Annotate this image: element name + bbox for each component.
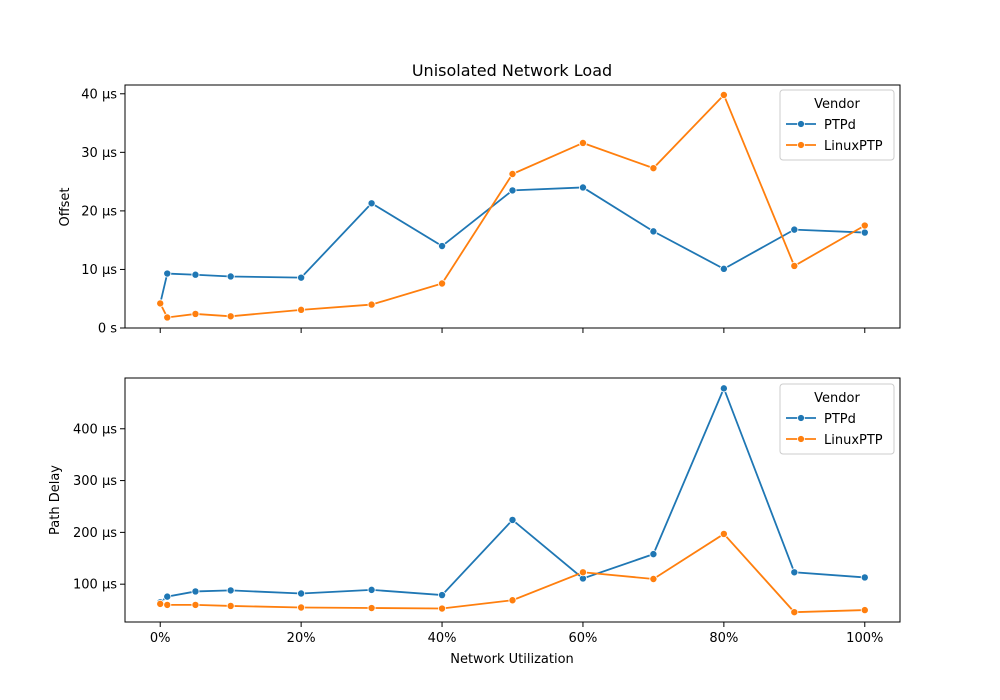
path-delay-linuxptp-point bbox=[719, 529, 728, 538]
path-delay-ptpd-point bbox=[508, 515, 517, 524]
offset-legend-ptpd-label: PTPd bbox=[824, 118, 856, 133]
path-delay-linuxptp-point bbox=[649, 575, 658, 584]
offset-ptpd-point bbox=[860, 228, 869, 237]
chart-title: Unisolated Network Load bbox=[412, 61, 612, 80]
offset-ptpd-point bbox=[191, 270, 200, 279]
path-delay-ptpd-point bbox=[191, 587, 200, 596]
path-delay-ptpd-point bbox=[367, 585, 376, 594]
offset-y-axis-label: Offset bbox=[58, 187, 73, 226]
path-delay-legend-ptpd-marker bbox=[797, 414, 805, 422]
offset-ptpd-point bbox=[367, 199, 376, 208]
offset-linuxptp-point bbox=[226, 312, 235, 321]
path-delay-x-tick-label: 80% bbox=[709, 631, 738, 646]
path-delay-ptpd-point bbox=[860, 573, 869, 582]
path-delay-ptpd-point bbox=[226, 586, 235, 595]
path-delay-ptpd-point bbox=[719, 384, 728, 393]
path-delay-y-tick-label: 100 µs bbox=[73, 578, 117, 593]
path-delay-chart: Path Delay Network Utilization 0% 20% 40% 6… bbox=[48, 377, 901, 667]
offset-ptpd-point bbox=[163, 269, 172, 278]
offset-y-tick-label: 0 s bbox=[98, 322, 117, 337]
offset-ptpd-point bbox=[226, 272, 235, 281]
path-delay-legend: Vendor PTPd LinuxPTP bbox=[779, 383, 895, 455]
offset-ptpd-point bbox=[508, 186, 517, 195]
offset-linuxptp-point bbox=[719, 90, 728, 99]
path-delay-legend-linuxptp-label: LinuxPTP bbox=[824, 433, 883, 448]
offset-axis-ticks: 0 s 10 µs 20 µs 30 µs 40 µs bbox=[81, 87, 866, 337]
path-delay-x-tick-label: 60% bbox=[569, 631, 598, 646]
offset-y-tick-label: 10 µs bbox=[81, 263, 117, 278]
path-delay-linuxptp-point bbox=[163, 600, 172, 609]
path-delay-linuxptp-point bbox=[860, 606, 869, 615]
path-delay-legend-linuxptp-marker bbox=[797, 435, 805, 443]
path-delay-linuxptp-point bbox=[438, 604, 447, 613]
offset-linuxptp-point bbox=[297, 305, 306, 314]
offset-legend: Vendor PTPd LinuxPTP bbox=[779, 89, 895, 161]
path-delay-x-tick-label: 40% bbox=[428, 631, 457, 646]
path-delay-linuxptp-point bbox=[508, 596, 517, 605]
path-delay-linuxptp-point bbox=[226, 601, 235, 610]
offset-linuxptp-point bbox=[367, 300, 376, 309]
path-delay-linuxptp-point bbox=[367, 604, 376, 613]
path-delay-y-axis-label: Path Delay bbox=[48, 465, 63, 535]
path-delay-y-tick-label: 200 µs bbox=[73, 526, 117, 541]
offset-linuxptp-point bbox=[508, 170, 517, 179]
offset-chart: Unisolated Network Load Offset 0 s 10 µs 2… bbox=[58, 61, 901, 337]
offset-linuxptp-point bbox=[860, 221, 869, 230]
x-axis-label: Network Utilization bbox=[450, 652, 574, 667]
offset-ptpd-point bbox=[719, 264, 728, 273]
offset-linuxptp-point bbox=[790, 261, 799, 270]
offset-linuxptp-point bbox=[438, 279, 447, 288]
path-delay-x-tick-label: 100% bbox=[846, 631, 883, 646]
offset-plot-frame bbox=[124, 84, 901, 329]
offset-y-tick-label: 20 µs bbox=[81, 204, 117, 219]
offset-ptpd-point bbox=[438, 242, 447, 251]
offset-legend-ptpd-marker bbox=[797, 120, 805, 128]
path-delay-linuxptp-point bbox=[297, 603, 306, 612]
offset-ptpd-point bbox=[297, 273, 306, 282]
offset-ptpd-point bbox=[578, 183, 587, 192]
path-delay-series-group bbox=[156, 384, 869, 617]
path-delay-linuxptp-point bbox=[790, 608, 799, 617]
path-delay-x-tick-label: 0% bbox=[150, 631, 171, 646]
offset-linuxptp-point bbox=[163, 313, 172, 322]
offset-y-tick-label: 40 µs bbox=[81, 87, 117, 102]
path-delay-legend-title: Vendor bbox=[814, 391, 860, 406]
offset-ptpd-point bbox=[790, 225, 799, 234]
path-delay-legend-box bbox=[779, 383, 895, 455]
path-delay-plot-frame bbox=[124, 377, 901, 623]
offset-legend-box bbox=[779, 89, 895, 161]
path-delay-ptpd-point bbox=[297, 589, 306, 598]
offset-ptpd-point bbox=[649, 227, 658, 236]
path-delay-ptpd-point bbox=[790, 568, 799, 577]
offset-linuxptp-point bbox=[191, 309, 200, 318]
offset-legend-title: Vendor bbox=[814, 97, 860, 112]
offset-series-group bbox=[156, 90, 869, 322]
path-delay-ptpd-point bbox=[649, 550, 658, 559]
path-delay-ptpd-point bbox=[163, 592, 172, 601]
path-delay-y-tick-label: 300 µs bbox=[73, 474, 117, 489]
offset-y-tick-label: 30 µs bbox=[81, 146, 117, 161]
path-delay-y-tick-label: 400 µs bbox=[73, 422, 117, 437]
offset-linuxptp-point bbox=[156, 299, 165, 308]
path-delay-ptpd-point bbox=[438, 591, 447, 600]
path-delay-x-tick-label: 20% bbox=[287, 631, 316, 646]
offset-linuxptp-point bbox=[649, 164, 658, 173]
path-delay-linuxptp-point bbox=[156, 599, 165, 608]
path-delay-legend-ptpd-label: PTPd bbox=[824, 412, 856, 427]
path-delay-linuxptp-point bbox=[578, 568, 587, 577]
offset-legend-linuxptp-marker bbox=[797, 141, 805, 149]
offset-legend-linuxptp-label: LinuxPTP bbox=[824, 139, 883, 154]
offset-linuxptp-point bbox=[578, 138, 587, 147]
path-delay-linuxptp-point bbox=[191, 600, 200, 609]
path-delay-axis-ticks: 0% 20% 40% 60% 80% 100% 100 µs 200 µs 300 µs 400 … bbox=[73, 422, 883, 646]
